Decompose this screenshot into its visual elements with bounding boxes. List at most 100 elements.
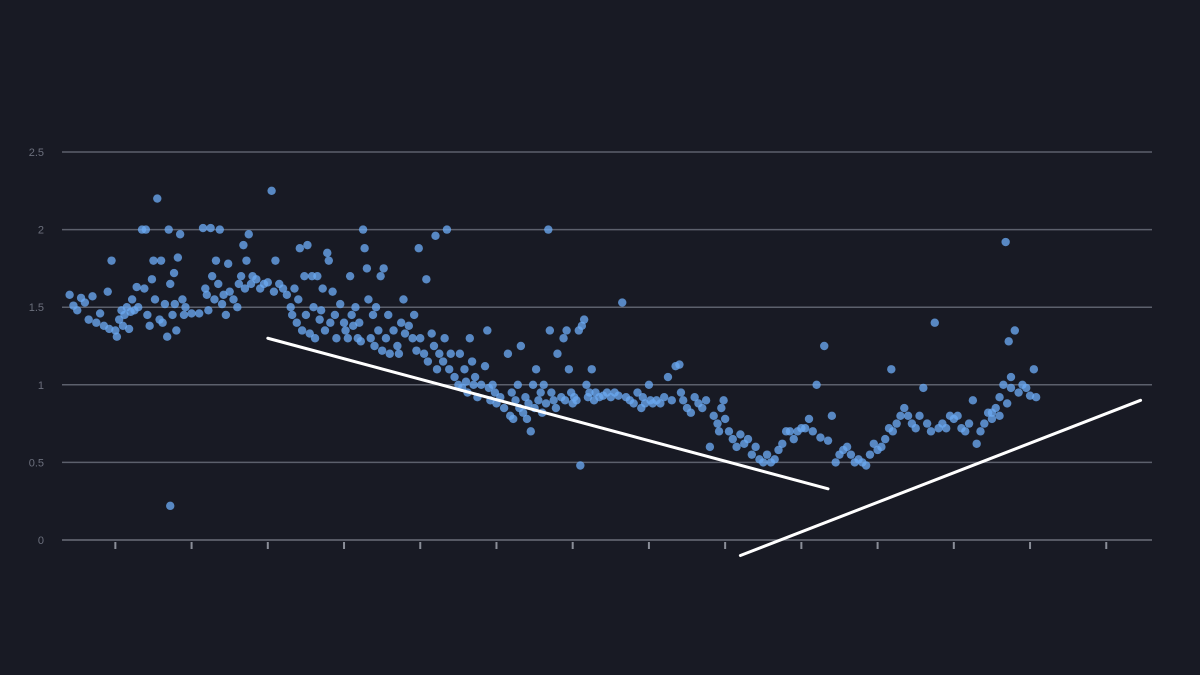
data-point bbox=[892, 419, 901, 428]
data-point bbox=[968, 396, 978, 405]
data-point bbox=[356, 337, 365, 346]
data-point bbox=[743, 434, 753, 444]
data-point bbox=[278, 284, 288, 293]
data-point bbox=[170, 299, 180, 309]
data-point bbox=[323, 248, 332, 258]
data-point bbox=[336, 299, 345, 309]
data-point bbox=[195, 309, 204, 318]
data-point bbox=[124, 324, 134, 334]
data-point bbox=[65, 290, 74, 299]
data-point bbox=[618, 298, 627, 307]
data-point bbox=[343, 334, 353, 343]
data-point bbox=[143, 310, 152, 320]
data-point bbox=[995, 411, 1004, 421]
x-ticks bbox=[114, 542, 1108, 549]
data-point bbox=[368, 310, 378, 320]
data-point bbox=[774, 445, 783, 455]
data-point bbox=[446, 349, 455, 358]
data-point bbox=[450, 372, 459, 382]
data-point bbox=[204, 306, 213, 315]
data-point bbox=[1029, 365, 1039, 374]
data-point bbox=[408, 334, 417, 343]
data-point bbox=[320, 326, 330, 335]
data-point bbox=[656, 399, 665, 408]
data-point bbox=[976, 427, 985, 436]
data-point bbox=[667, 396, 676, 405]
data-point bbox=[728, 434, 737, 444]
data-point bbox=[318, 284, 327, 293]
data-point bbox=[922, 419, 932, 428]
data-point bbox=[785, 427, 795, 436]
data-point bbox=[549, 396, 558, 405]
data-point bbox=[995, 393, 1004, 402]
data-point bbox=[762, 450, 772, 459]
data-point bbox=[423, 357, 433, 366]
data-point bbox=[92, 318, 101, 327]
data-point bbox=[676, 388, 686, 397]
data-point bbox=[309, 303, 318, 312]
data-point bbox=[328, 287, 337, 296]
data-point bbox=[442, 225, 452, 234]
data-point bbox=[576, 461, 585, 470]
data-point bbox=[1022, 383, 1031, 393]
data-point bbox=[429, 341, 439, 351]
data-point bbox=[393, 341, 402, 351]
data-point bbox=[553, 349, 562, 358]
data-point bbox=[1006, 372, 1016, 382]
data-point bbox=[547, 388, 556, 397]
data-point bbox=[732, 442, 741, 452]
data-point bbox=[679, 396, 688, 405]
data-point bbox=[107, 256, 116, 265]
data-point bbox=[162, 332, 172, 341]
data-point bbox=[440, 334, 449, 343]
y-tick-label: 0.5 bbox=[29, 457, 44, 469]
data-point bbox=[202, 290, 212, 299]
data-point bbox=[399, 295, 408, 304]
data-point bbox=[961, 427, 970, 436]
data-point bbox=[290, 284, 299, 293]
data-point bbox=[206, 223, 215, 233]
data-point bbox=[358, 225, 368, 234]
data-point bbox=[1001, 237, 1010, 247]
data-point bbox=[207, 271, 217, 281]
y-tick-labels: 0 0.5 1 1.5 2 2.5 bbox=[29, 147, 44, 547]
data-point bbox=[545, 326, 555, 335]
data-point bbox=[160, 299, 170, 309]
data-point bbox=[964, 419, 974, 428]
data-point bbox=[381, 334, 391, 343]
data-point bbox=[409, 310, 419, 320]
data-point bbox=[396, 318, 406, 327]
data-point bbox=[379, 264, 388, 273]
data-point bbox=[267, 186, 276, 195]
data-point bbox=[869, 439, 878, 448]
data-point bbox=[972, 439, 981, 448]
data-point bbox=[541, 399, 551, 408]
data-point bbox=[1002, 399, 1012, 408]
data-point bbox=[292, 318, 301, 327]
data-point bbox=[210, 295, 219, 304]
data-point bbox=[483, 326, 492, 335]
data-point bbox=[240, 284, 250, 293]
data-point bbox=[941, 424, 951, 433]
data-point bbox=[713, 419, 722, 428]
data-point bbox=[455, 349, 465, 358]
data-point bbox=[585, 388, 594, 397]
data-point bbox=[211, 256, 221, 265]
data-point bbox=[377, 346, 387, 355]
data-point bbox=[562, 326, 571, 335]
data-point bbox=[412, 346, 421, 355]
data-point bbox=[614, 391, 623, 400]
data-point bbox=[846, 450, 856, 459]
data-point bbox=[560, 396, 570, 405]
data-point bbox=[376, 271, 385, 281]
data-point bbox=[521, 393, 530, 402]
data-point bbox=[187, 309, 196, 318]
data-point bbox=[127, 295, 137, 304]
data-point bbox=[414, 244, 423, 253]
data-point bbox=[1031, 393, 1041, 402]
data-point bbox=[198, 223, 208, 233]
data-point bbox=[709, 411, 718, 421]
data-point bbox=[173, 253, 183, 262]
data-point bbox=[310, 334, 320, 343]
data-point bbox=[572, 396, 581, 405]
